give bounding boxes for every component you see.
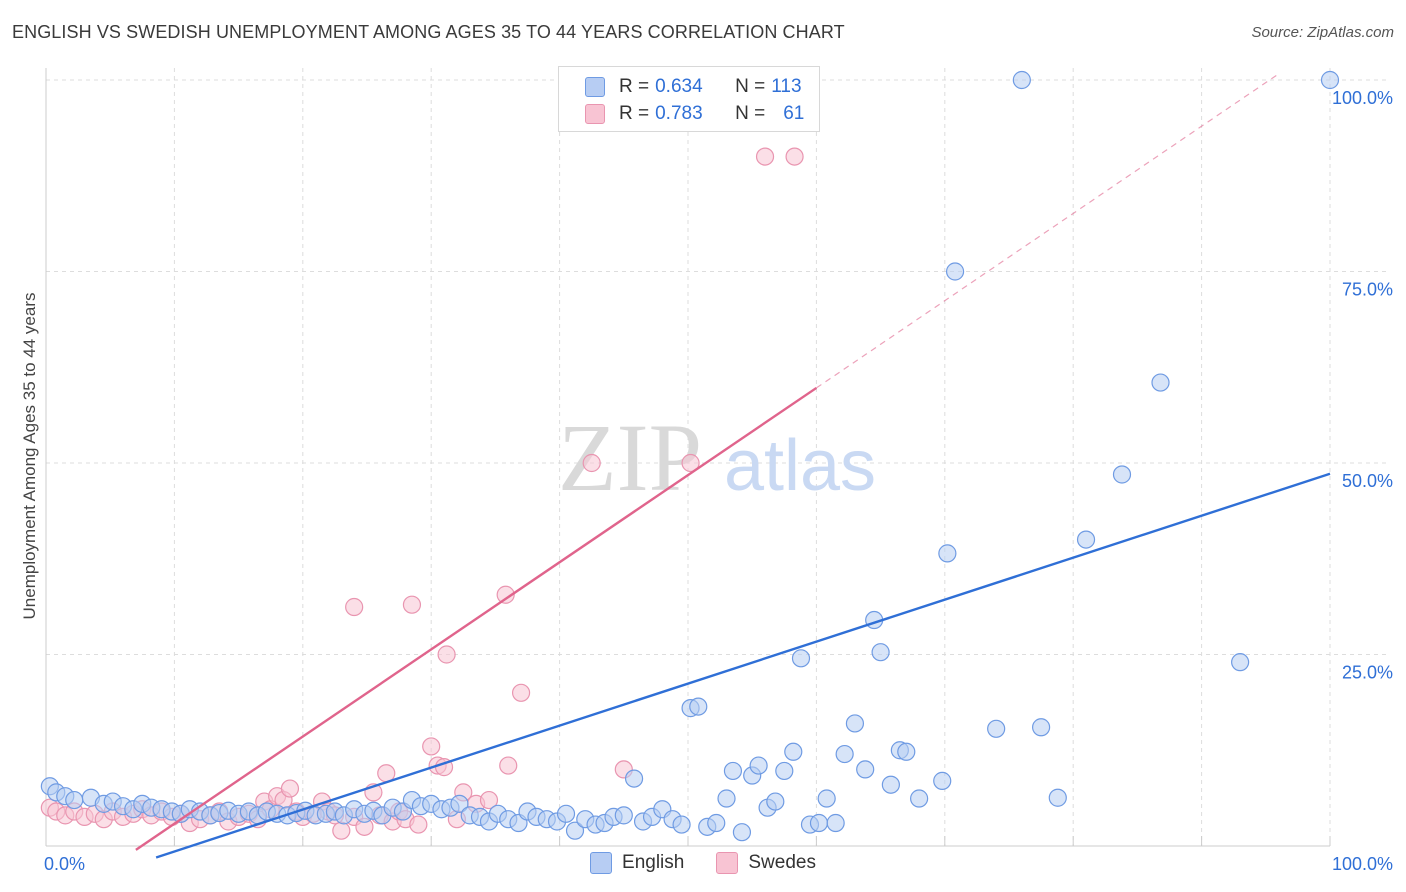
data-point-english — [65, 790, 84, 810]
legend-swatch-english — [590, 852, 613, 874]
tick-labels: 25.0% 50.0% 75.0% 100.0% 0.0% 100.0% — [44, 88, 1393, 874]
data-point-english — [791, 649, 811, 668]
data-point-swedes — [681, 453, 700, 473]
data-point-swedes — [785, 147, 804, 166]
data-point-english — [689, 697, 708, 716]
data-point-english — [556, 804, 576, 823]
y-tick-label: 75.0% — [1342, 280, 1393, 300]
data-point-english — [910, 789, 929, 808]
data-point-swedes — [755, 147, 775, 166]
watermark: ZIP atlas — [558, 404, 876, 511]
x-tick-label: 0.0% — [44, 854, 85, 874]
data-point-swedes — [479, 790, 499, 810]
legend-item-swedes[interactable]: Swedes — [716, 852, 816, 874]
data-point-english — [856, 760, 875, 779]
legend-r-label: R = — [619, 103, 650, 124]
data-point-english — [933, 771, 952, 790]
data-point-english — [1031, 718, 1051, 737]
watermark-atlas: atlas — [724, 426, 876, 506]
legend-row-english: R = 0.634 N = 113 — [585, 75, 802, 99]
data-point-english — [897, 742, 916, 761]
data-point-english — [717, 789, 736, 808]
legend-r-label: R = — [619, 76, 650, 97]
data-point-english — [1112, 465, 1132, 484]
legend-swatch-swedes — [716, 852, 739, 874]
grid-lines — [46, 68, 1390, 846]
data-point-english — [614, 806, 633, 825]
data-point-english — [1076, 530, 1096, 549]
data-point-english — [766, 792, 785, 811]
watermark-zip: ZIP — [558, 404, 702, 511]
data-point-english — [1012, 70, 1031, 90]
data-point-swedes — [332, 821, 351, 840]
trend-line-swedes — [135, 386, 818, 851]
chart-title: ENGLISH VS SWEDISH UNEMPLOYMENT AMONG AG… — [12, 22, 845, 42]
legend-item-english[interactable]: English — [590, 852, 684, 874]
source-label: Source: ZipAtlas.com — [1251, 24, 1394, 41]
y-tick-label: 25.0% — [1342, 663, 1393, 683]
data-point-swedes — [409, 815, 428, 834]
data-point-swedes — [437, 645, 456, 664]
legend-r-value-swedes: 0.783 — [655, 103, 703, 124]
data-point-english — [775, 761, 794, 781]
data-point-swedes — [496, 585, 515, 604]
data-point-english — [1231, 653, 1250, 672]
axes — [45, 68, 1331, 847]
data-point-swedes — [402, 595, 422, 614]
data-point-english — [565, 821, 585, 840]
series-legend: English Swedes — [0, 852, 1406, 874]
trend-line-english — [155, 472, 1331, 859]
data-point-swedes — [582, 453, 601, 473]
legend-row-swedes: R = 0.783 N = 61 — [585, 102, 804, 126]
data-point-english — [945, 262, 965, 281]
data-point-english — [987, 719, 1006, 738]
data-point-english — [845, 714, 865, 733]
legend-swatch-english — [585, 77, 605, 97]
data-point-english — [826, 813, 845, 833]
data-point-english — [732, 823, 752, 842]
y-tick-label: 100.0% — [1332, 88, 1393, 108]
data-point-english — [749, 756, 768, 775]
data-point-english — [871, 643, 890, 662]
data-point-english — [817, 789, 836, 808]
legend-label-english: English — [622, 852, 685, 873]
data-point-english — [707, 813, 726, 833]
data-point-english — [835, 744, 854, 764]
trend-lines — [135, 73, 1331, 859]
data-point-swedes — [511, 683, 531, 702]
legend-n-label: N = — [735, 103, 766, 124]
data-point-english — [809, 813, 829, 833]
data-point-english — [938, 544, 957, 563]
legend-n-value-english: 113 — [771, 76, 802, 97]
data-point-swedes — [280, 779, 300, 798]
correlation-legend: R = 0.634 N = 113 R = 0.783 N = 61 — [558, 66, 820, 132]
data-point-english — [784, 742, 803, 761]
data-point-english — [1048, 788, 1067, 807]
data-point-english — [881, 775, 900, 794]
data-point-swedes — [345, 597, 364, 617]
legend-label-swedes: Swedes — [748, 852, 816, 873]
x-tick-label: 100.0% — [1332, 854, 1393, 874]
legend-n-label: N = — [735, 76, 766, 97]
legend-r-value-english: 0.634 — [655, 76, 703, 97]
y-axis-label: Unemployment Among Ages 35 to 44 years — [20, 292, 39, 620]
data-point-swedes — [422, 737, 441, 756]
data-point-english — [624, 769, 644, 788]
data-point-english — [450, 794, 469, 813]
y-tick-label: 50.0% — [1342, 471, 1393, 491]
data-point-swedes — [499, 756, 518, 775]
data-point-english — [1320, 70, 1340, 90]
legend-swatch-swedes — [585, 104, 605, 124]
trend-line-swedes-extension — [816, 73, 1279, 389]
data-point-english — [1151, 373, 1170, 392]
data-point-english — [723, 761, 743, 781]
data-point-english — [672, 815, 691, 834]
legend-n-value-swedes: 61 — [783, 103, 805, 124]
